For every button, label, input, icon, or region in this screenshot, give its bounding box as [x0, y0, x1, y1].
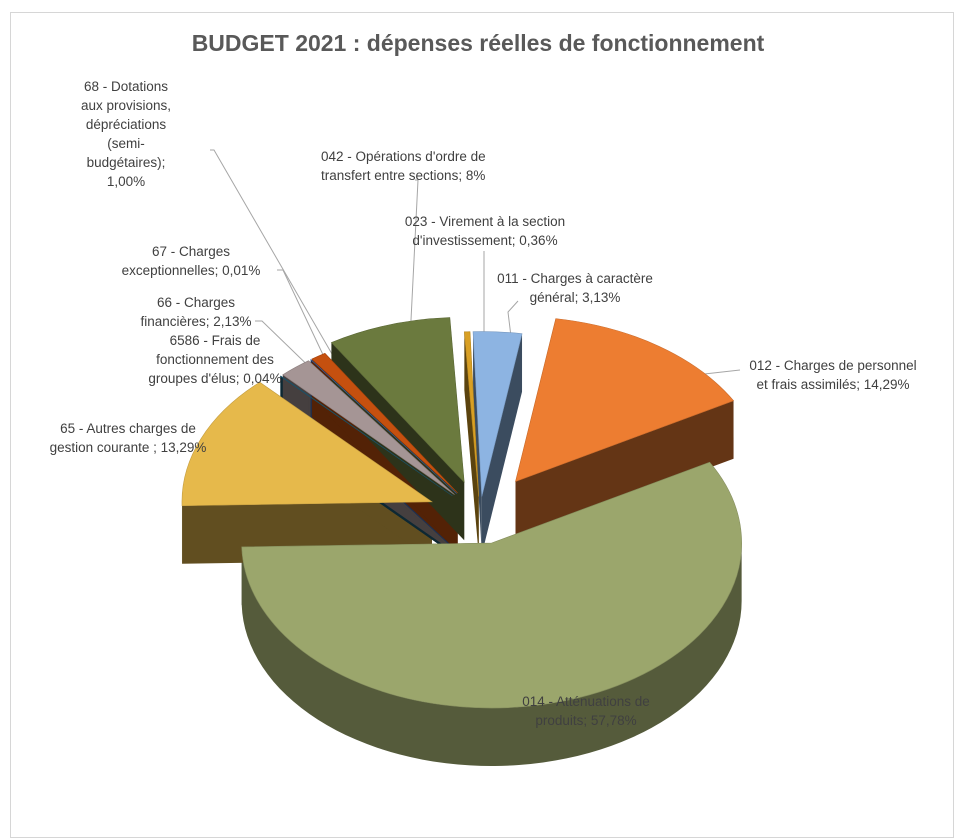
slice-042: [330, 317, 465, 484]
slice-side-011: [473, 331, 482, 555]
slice-side-012: [515, 400, 734, 540]
leader-line-68: [210, 149, 344, 374]
data-label-023: 023 - Virement à la section d'investissem…: [405, 214, 565, 248]
slice-66: [282, 360, 455, 495]
data-label-014: 014 - Atténuations de produits; 57,78%: [522, 694, 650, 728]
data-label-68: 68 - Dotations aux provisions, dépréciatio…: [81, 79, 171, 189]
slice-side-011: [481, 333, 523, 555]
data-label-042: 042 - Opérations d'ordre de transfert ent…: [321, 149, 486, 183]
slice-wall-014: [241, 543, 742, 767]
data-label-67: 67 - Charges exceptionnelles; 0,01%: [122, 244, 261, 278]
slice-012: [515, 318, 735, 482]
data-label-66: 66 - Charges financières; 2,13%: [140, 295, 251, 329]
leader-line-66: [255, 320, 326, 383]
slice-65: [181, 381, 433, 507]
leader-line-042: [408, 179, 419, 361]
slice-014: [241, 461, 742, 709]
slice-6586: [279, 375, 453, 497]
slice-side-023: [464, 331, 479, 555]
chart-title: BUDGET 2021 : dépenses réelles de foncti…: [191, 30, 765, 56]
slice-023: [464, 331, 480, 497]
slice-67: [310, 359, 457, 494]
data-label-011: 011 - Charges à caractère général; 3,13%: [497, 271, 653, 305]
data-label-65: 65 - Autres charges de gestion courante ;…: [50, 421, 207, 455]
slice-68: [311, 352, 458, 494]
pie-slices: [181, 317, 742, 709]
data-label-012: 012 - Charges de personnel et frais assim…: [749, 358, 916, 392]
data-labels: 011 - Charges à caractère général; 3,13% 0…: [50, 79, 917, 728]
slice-011: [472, 331, 523, 497]
slice-side-042: [331, 342, 465, 541]
data-label-6586: 6586 - Frais de fonctionnement des groupes…: [148, 333, 281, 386]
